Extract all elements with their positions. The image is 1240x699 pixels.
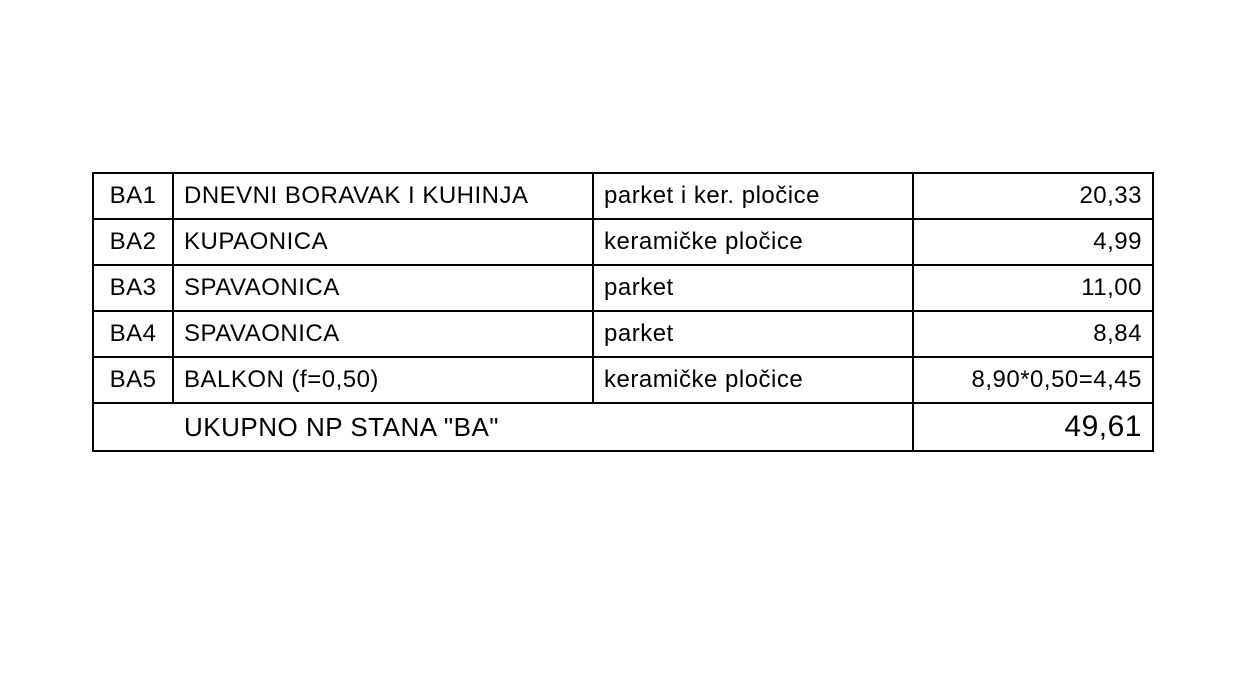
cell-area: 8,90*0,50=4,45 xyxy=(913,357,1153,403)
table-row: BA4 SPAVAONICA parket 8,84 xyxy=(93,311,1153,357)
cell-material: keramičke pločice xyxy=(593,357,913,403)
cell-area: 20,33 xyxy=(913,173,1153,219)
table-row: BA1 DNEVNI BORAVAK I KUHINJA parket i ke… xyxy=(93,173,1153,219)
cell-name: KUPAONICA xyxy=(173,219,593,265)
total-label: UKUPNO NP STANA "BA" xyxy=(93,403,913,451)
cell-code: BA5 xyxy=(93,357,173,403)
cell-code: BA2 xyxy=(93,219,173,265)
cell-name: BALKON (f=0,50) xyxy=(173,357,593,403)
total-value: 49,61 xyxy=(913,403,1153,451)
cell-code: BA1 xyxy=(93,173,173,219)
table: BA1 DNEVNI BORAVAK I KUHINJA parket i ke… xyxy=(92,172,1154,452)
table-total-row: UKUPNO NP STANA "BA" 49,61 xyxy=(93,403,1153,451)
cell-area: 4,99 xyxy=(913,219,1153,265)
cell-name: SPAVAONICA xyxy=(173,311,593,357)
table-row: BA2 KUPAONICA keramičke pločice 4,99 xyxy=(93,219,1153,265)
cell-code: BA3 xyxy=(93,265,173,311)
cell-name: DNEVNI BORAVAK I KUHINJA xyxy=(173,173,593,219)
table-row: BA3 SPAVAONICA parket 11,00 xyxy=(93,265,1153,311)
cell-material: parket i ker. pločice xyxy=(593,173,913,219)
cell-material: parket xyxy=(593,311,913,357)
room-schedule-table: BA1 DNEVNI BORAVAK I KUHINJA parket i ke… xyxy=(92,172,1152,452)
cell-area: 11,00 xyxy=(913,265,1153,311)
cell-material: parket xyxy=(593,265,913,311)
cell-area: 8,84 xyxy=(913,311,1153,357)
cell-name: SPAVAONICA xyxy=(173,265,593,311)
cell-code: BA4 xyxy=(93,311,173,357)
cell-material: keramičke pločice xyxy=(593,219,913,265)
table-row: BA5 BALKON (f=0,50) keramičke pločice 8,… xyxy=(93,357,1153,403)
